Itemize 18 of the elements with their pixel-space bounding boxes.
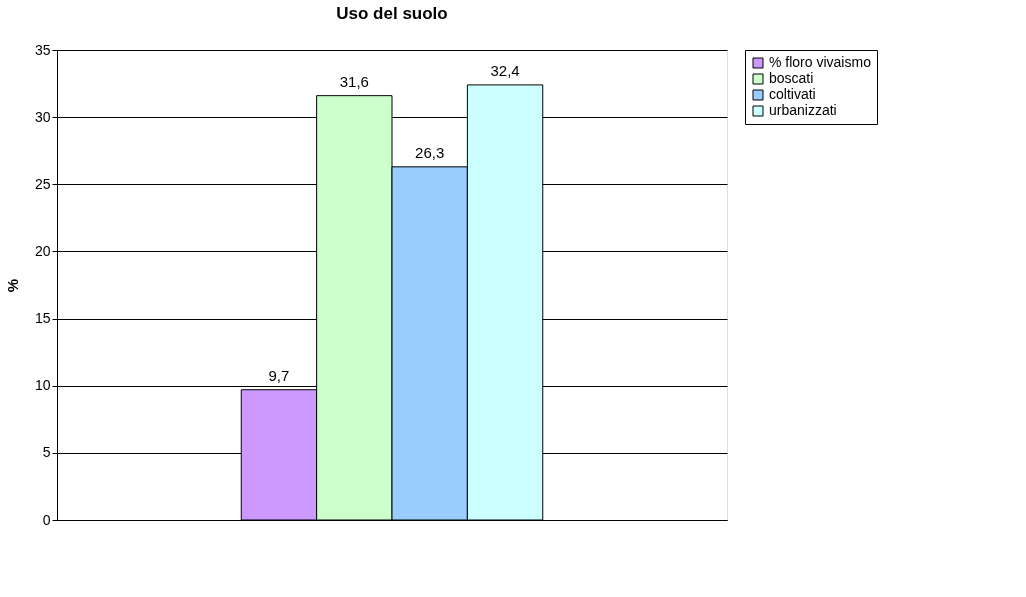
y-axis-title: % — [3, 278, 21, 293]
data-label: 31,6 — [339, 72, 369, 90]
y-tick-label: 25 — [34, 175, 51, 192]
legend-label: urbanizzati — [769, 102, 837, 118]
y-tick-label: 15 — [34, 310, 51, 327]
chart-title: Uso del suolo — [336, 4, 448, 23]
y-tick-label: 20 — [34, 242, 51, 259]
y-tick-label: 35 — [34, 41, 51, 58]
y-tick-label: 30 — [34, 108, 51, 125]
y-tick-label: 10 — [34, 377, 51, 394]
data-label: 9,7 — [268, 366, 290, 384]
y-tick-label: 0 — [42, 511, 51, 528]
legend-label: coltivati — [769, 86, 816, 102]
data-label: 26,3 — [415, 143, 445, 161]
legend-label: boscati — [769, 70, 814, 86]
y-tick-label: 5 — [42, 444, 51, 461]
legend-label: % floro vivaismo — [769, 54, 872, 70]
data-label: 32,4 — [490, 61, 520, 79]
